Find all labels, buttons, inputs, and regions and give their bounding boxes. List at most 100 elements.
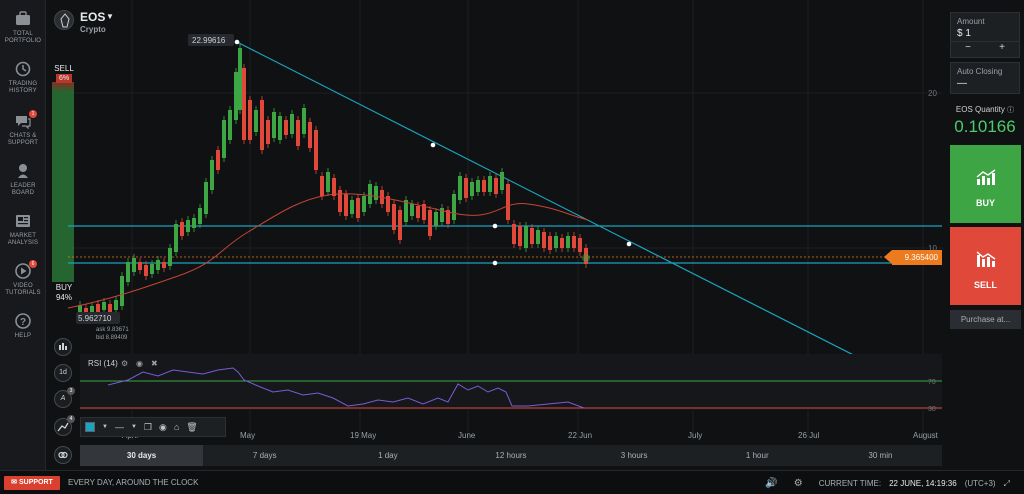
auto-closing-box[interactable]: Auto Closing — (950, 62, 1020, 94)
amount-decrease-button[interactable]: − (965, 42, 971, 53)
timeframe-30d[interactable]: 30 days (80, 445, 204, 466)
x-tick-label: August (913, 431, 939, 440)
close-icon: ✖ (151, 359, 158, 368)
support-button[interactable]: ✉ SUPPORT (4, 476, 60, 490)
color-picker[interactable] (85, 422, 95, 432)
amount-increase-button[interactable]: + (999, 42, 1005, 53)
amount-input[interactable]: $ 1 (957, 28, 971, 39)
candle-body (96, 304, 100, 314)
chart-canvas[interactable]: 20 10 22.99616 5.962710 ask 9.83671 bid 8.894… (48, 0, 942, 440)
high-label-box (188, 34, 234, 46)
candle-body (284, 120, 288, 135)
asset-name[interactable]: EOS (80, 10, 106, 24)
candle-body (512, 224, 516, 244)
y-tick-label: 10 (928, 244, 937, 253)
chevron-down-icon[interactable]: ▼ (106, 12, 114, 21)
gear-icon[interactable]: ⚙ (793, 478, 803, 489)
indicator-icon: A (60, 395, 66, 402)
chart-type-button[interactable] (54, 338, 72, 356)
candle-body (488, 176, 492, 192)
candle-body (90, 306, 94, 313)
indicator-count-badge: 3 (67, 387, 75, 395)
chat-icon (16, 116, 31, 130)
chevron-down-icon[interactable]: ▼ (130, 424, 137, 430)
sidebar-item-chats[interactable]: 1 CHATS & SUPPORT (0, 110, 46, 147)
trophy-icon (18, 164, 28, 178)
candle-body (84, 308, 88, 314)
high-price-label: 22.99616 (192, 36, 226, 45)
trash-icon[interactable]: 🗑 (186, 421, 198, 432)
anchor-point (492, 260, 498, 266)
settings-toggle-button[interactable] (54, 446, 72, 464)
timeframe-12h[interactable]: 12 hours (495, 451, 527, 460)
interval-button[interactable]: 1d (54, 364, 72, 382)
timeframe-3h[interactable]: 3 hours (620, 451, 648, 460)
candle-body (290, 114, 294, 134)
anchor-point (430, 142, 436, 148)
candle-body (326, 172, 330, 192)
candle-body (554, 236, 558, 248)
current-candle-glow (582, 254, 590, 262)
purchase-at-button[interactable]: Purchase at... (950, 310, 1021, 329)
rsi-label: RSI (14) (88, 359, 118, 368)
candle-body (452, 194, 456, 220)
sidebar-item-video-tutorials[interactable]: 6 VIDEO TUTORIALS (0, 260, 46, 297)
sidebar-item-history[interactable]: TRADING HISTORY (0, 60, 46, 95)
notification-badge: 6 (29, 260, 37, 268)
trendline-icon (57, 422, 69, 432)
candle-body (238, 48, 242, 110)
candle-body (192, 218, 196, 228)
sidebar-item-market-analysis[interactable]: MARKET ANALYSIS (0, 212, 46, 247)
eye-icon[interactable]: ◉ (158, 421, 167, 432)
line-style-icon[interactable]: — (114, 422, 124, 432)
candle-body (114, 300, 118, 310)
sidebar-item-portfolio[interactable]: TOTAL PORTFOLIO (0, 10, 46, 45)
eos-logo-icon (54, 10, 74, 30)
buy-sentiment-label: BUY (55, 283, 73, 292)
candle-body (476, 180, 480, 192)
chevron-down-icon[interactable]: ▼ (102, 424, 108, 430)
anchor-point (492, 223, 498, 229)
sidebar-item-label: CHATS & SUPPORT (7, 133, 39, 146)
candle-body (464, 178, 468, 198)
candle-body (234, 72, 238, 120)
price-chart[interactable]: 20 10 22.99616 5.962710 ask 9.83671 bid 8.894… (48, 0, 942, 440)
candle-body (260, 100, 264, 150)
rsi-level-label: 30 (928, 406, 936, 413)
candle-body (162, 262, 166, 268)
clone-icon[interactable]: ❐ (143, 421, 152, 432)
drawing-count-badge: 4 (67, 415, 75, 423)
candle-body (458, 176, 462, 200)
timezone: (UTC+3) (964, 479, 996, 488)
auto-closing-label: Auto Closing (957, 67, 1003, 76)
lock-icon[interactable]: ⌂ (173, 422, 180, 432)
candle-body (440, 208, 444, 222)
timeframe-7d[interactable]: 7 days (252, 451, 277, 460)
indicators-button[interactable]: A 3 (54, 387, 75, 408)
sell-button[interactable]: SELL (950, 227, 1021, 305)
link-icon (58, 451, 68, 459)
timeframe-bar: 30 days 7 days 1 day 12 hours 3 hours 1 … (80, 445, 942, 466)
candle-body (174, 224, 178, 252)
newspaper-icon (16, 215, 30, 227)
trend-line (236, 41, 942, 401)
anchor-point (626, 241, 632, 247)
sidebar-item-help[interactable]: ? HELP (0, 312, 46, 340)
x-tick-label: 19 May (350, 431, 376, 440)
candle-body (248, 100, 252, 140)
sound-icon[interactable]: 🔊 (765, 478, 778, 489)
info-icon[interactable]: ⓘ (1007, 107, 1015, 114)
anchor-point (234, 39, 240, 45)
timeframe-1h[interactable]: 1 hour (745, 451, 769, 460)
support-message: EVERY DAY, AROUND THE CLOCK (68, 478, 199, 487)
timeframe-1d[interactable]: 1 day (378, 451, 398, 460)
chart-down-icon (976, 251, 995, 267)
sidebar-item-leaderboard[interactable]: LEADER BOARD (0, 162, 46, 197)
expand-icon[interactable]: ⤢ (1003, 478, 1010, 488)
candle-body (138, 262, 142, 270)
buy-button[interactable]: BUY (950, 145, 1021, 223)
timeframe-30m[interactable]: 30 min (868, 451, 893, 460)
drawing-tools-button[interactable]: 4 (54, 415, 75, 436)
low-label-box (76, 312, 120, 324)
candle-body (168, 248, 172, 266)
